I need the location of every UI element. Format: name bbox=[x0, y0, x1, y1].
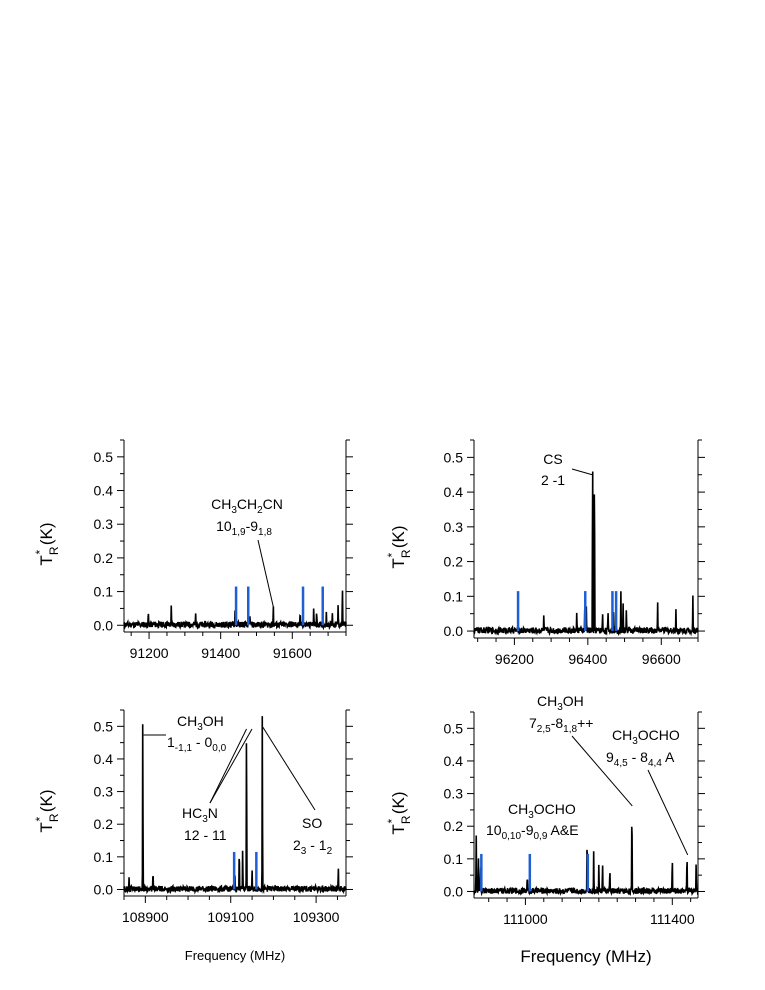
y-axis-label: TR* (K) bbox=[33, 789, 61, 832]
y-tick-label: 0.4 bbox=[444, 753, 464, 769]
y-tick-label: 0.2 bbox=[444, 818, 464, 834]
annotation-cs-transition: 2 -1 bbox=[541, 472, 565, 488]
annotation-leader bbox=[209, 728, 253, 804]
x-tick-label: 109300 bbox=[293, 909, 340, 925]
y-axis-label: TR* (K) bbox=[33, 522, 61, 565]
y-tick-label: 0.0 bbox=[94, 881, 114, 897]
x-tick-label: 111000 bbox=[503, 911, 548, 927]
y-tick-label: 0.1 bbox=[94, 584, 114, 600]
annotation-ch3ch2cn-transition: 101,9-91,8 bbox=[216, 518, 272, 538]
x-tick-label: 108900 bbox=[122, 909, 169, 925]
y-tick-label: 0.3 bbox=[444, 519, 464, 535]
y-tick-label: 0.5 bbox=[94, 449, 114, 465]
y-tick-label: 0.1 bbox=[444, 851, 464, 867]
panel-1-spectrum: 0.0 0.1 0.2 0.3 0.4 0.5 91200 91400 91600 TR* (K)… bbox=[33, 439, 353, 661]
annotation-ch3oh-transition: 1-1,1 - 00,0 bbox=[167, 734, 227, 754]
x-tick-label: 91600 bbox=[273, 645, 312, 661]
y-tick-label: 0.1 bbox=[444, 588, 464, 604]
x-tick-label: 96400 bbox=[568, 651, 607, 667]
annotation-ch3oh-72-transition: 72,5-81,8++ bbox=[529, 715, 593, 735]
annotation-ch3oh-72: CH3OH bbox=[537, 693, 584, 713]
y-tick-label: 0.4 bbox=[444, 484, 464, 500]
annotation-so: SO bbox=[302, 815, 322, 831]
y-tick-label: 0.5 bbox=[444, 720, 464, 736]
annotation-ch3ocho-94-transition: 94,5 - 84,4 A bbox=[606, 749, 675, 769]
x-tick-label: 111400 bbox=[650, 911, 695, 927]
y-axis-label: TR* (K) bbox=[385, 791, 413, 834]
annotation-leader bbox=[571, 735, 633, 807]
annotation-leader bbox=[257, 539, 275, 609]
annotation-ch3oh: CH3OH bbox=[177, 713, 224, 733]
annotation-leader bbox=[571, 468, 593, 476]
y-tick-label: 0.5 bbox=[94, 718, 114, 734]
y-tick-label: 0.3 bbox=[94, 784, 114, 800]
y-tick-label: 0.2 bbox=[444, 554, 464, 570]
panel-2-spectrum: 0.0 0.1 0.2 0.3 0.4 0.5 96200 96400 96600 TR* (K)… bbox=[385, 439, 705, 667]
y-tick-label: 0.4 bbox=[94, 751, 114, 767]
y-tick-label: 0.5 bbox=[444, 449, 464, 465]
y-axis-label: TR* (K) bbox=[385, 525, 413, 568]
x-tick-label: 91400 bbox=[201, 645, 240, 661]
y-tick-label: 0.3 bbox=[94, 516, 114, 532]
y-tick-label: 0.0 bbox=[444, 623, 464, 639]
x-tick-label: 96600 bbox=[642, 651, 681, 667]
x-tick-label: 91200 bbox=[130, 645, 169, 661]
spectrum-trace bbox=[473, 826, 699, 897]
x-tick-label: 96200 bbox=[495, 651, 534, 667]
annotation-ch3ch2cn: CH3CH2CN bbox=[211, 496, 283, 516]
annotation-leader bbox=[647, 769, 689, 856]
annotation-ch3ocho-10-transition: 100,10-90,9 A&E bbox=[486, 822, 579, 842]
x-axis-label: Frequency (MHz) bbox=[185, 948, 285, 963]
annotation-cs: CS bbox=[543, 451, 562, 467]
annotation-leader bbox=[262, 726, 316, 811]
y-tick-label: 0.2 bbox=[94, 550, 114, 566]
panel-3-spectrum: 0.0 0.1 0.2 0.3 0.4 0.5 108900 109100 109300 TR* … bbox=[33, 709, 353, 963]
y-tick-label: 0.2 bbox=[94, 816, 114, 832]
x-tick-label: 109100 bbox=[207, 909, 254, 925]
annotation-leader bbox=[209, 728, 247, 804]
y-tick-label: 0.4 bbox=[94, 483, 114, 499]
annotation-hc3n-transition: 12 - 11 bbox=[184, 827, 227, 843]
y-tick-label: 0.0 bbox=[444, 883, 464, 899]
x-axis-label: Frequency (MHz) bbox=[520, 947, 651, 966]
panel-4-spectrum: 0.0 0.1 0.2 0.3 0.4 0.5 111000 111400 TR* (K) Fre… bbox=[385, 693, 705, 966]
annotation-ch3ocho-10: CH3OCHO bbox=[508, 801, 576, 821]
y-tick-label: 0.1 bbox=[94, 849, 114, 865]
y-tick-label: 0.3 bbox=[444, 786, 464, 802]
annotation-so-transition: 23 - 12 bbox=[293, 837, 333, 857]
annotation-ch3ocho-94: CH3OCHO bbox=[612, 727, 680, 747]
y-tick-label: 0.0 bbox=[94, 617, 114, 633]
annotation-hc3n: HC3N bbox=[182, 805, 218, 825]
